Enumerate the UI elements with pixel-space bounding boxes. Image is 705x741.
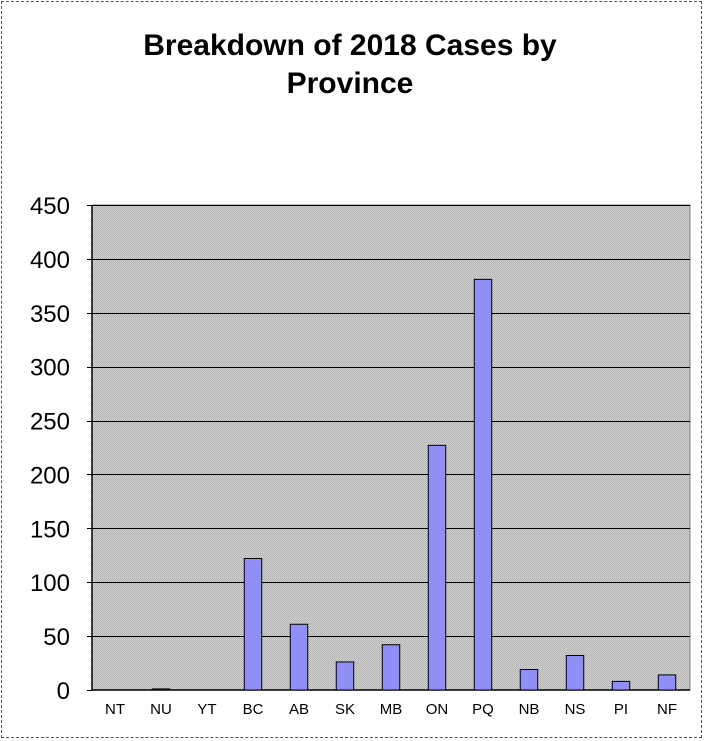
y-tick-label-350: 350 bbox=[30, 301, 70, 328]
chart-title-line-1: Breakdown of 2018 Cases by bbox=[143, 29, 557, 62]
bar-NF bbox=[657, 674, 677, 691]
x-tick-label-NF: NF bbox=[657, 701, 677, 718]
x-tick-label-BC: BC bbox=[243, 701, 264, 718]
y-tick-label-300: 300 bbox=[30, 355, 70, 382]
y-tick-label-0: 0 bbox=[57, 678, 70, 705]
x-tick-label-NS: NS bbox=[565, 701, 586, 718]
plot-background bbox=[91, 204, 691, 691]
x-tick-label-PQ: PQ bbox=[472, 701, 494, 718]
x-tick-label-YT: YT bbox=[197, 701, 216, 718]
bar-SK bbox=[335, 661, 355, 691]
bar-BC bbox=[243, 558, 263, 691]
plot-area: 0 50 100 150 200 250 300 350 400 450 NT NU YT BC AB SK M… bbox=[30, 193, 691, 718]
bar-PQ bbox=[473, 278, 493, 691]
bar-PI bbox=[611, 680, 631, 691]
bar-NU bbox=[151, 688, 171, 691]
y-tick-label-50: 50 bbox=[43, 624, 70, 651]
x-tick-label-PI: PI bbox=[614, 701, 628, 718]
x-tick-label-MB: MB bbox=[380, 701, 403, 718]
bar-AB bbox=[289, 623, 309, 691]
x-tick-label-SK: SK bbox=[335, 701, 355, 718]
bar-MB bbox=[381, 644, 401, 691]
bar-ON bbox=[427, 444, 447, 691]
x-tick-label-NB: NB bbox=[519, 701, 540, 718]
bar-NS bbox=[565, 655, 585, 691]
y-tick-label-150: 150 bbox=[30, 516, 70, 543]
x-tick-label-ON: ON bbox=[426, 701, 449, 718]
chart-title-line-2: Province bbox=[287, 67, 414, 100]
y-tick-label-100: 100 bbox=[30, 570, 70, 597]
y-tick-label-450: 450 bbox=[30, 193, 70, 220]
y-tick-label-250: 250 bbox=[30, 409, 70, 436]
y-tick-label-400: 400 bbox=[30, 247, 70, 274]
y-tick-label-200: 200 bbox=[30, 462, 70, 489]
bar-NB bbox=[519, 669, 539, 691]
x-tick-label-NU: NU bbox=[150, 701, 172, 718]
x-tick-label-NT: NT bbox=[105, 701, 125, 718]
x-tick-label-AB: AB bbox=[289, 701, 309, 718]
